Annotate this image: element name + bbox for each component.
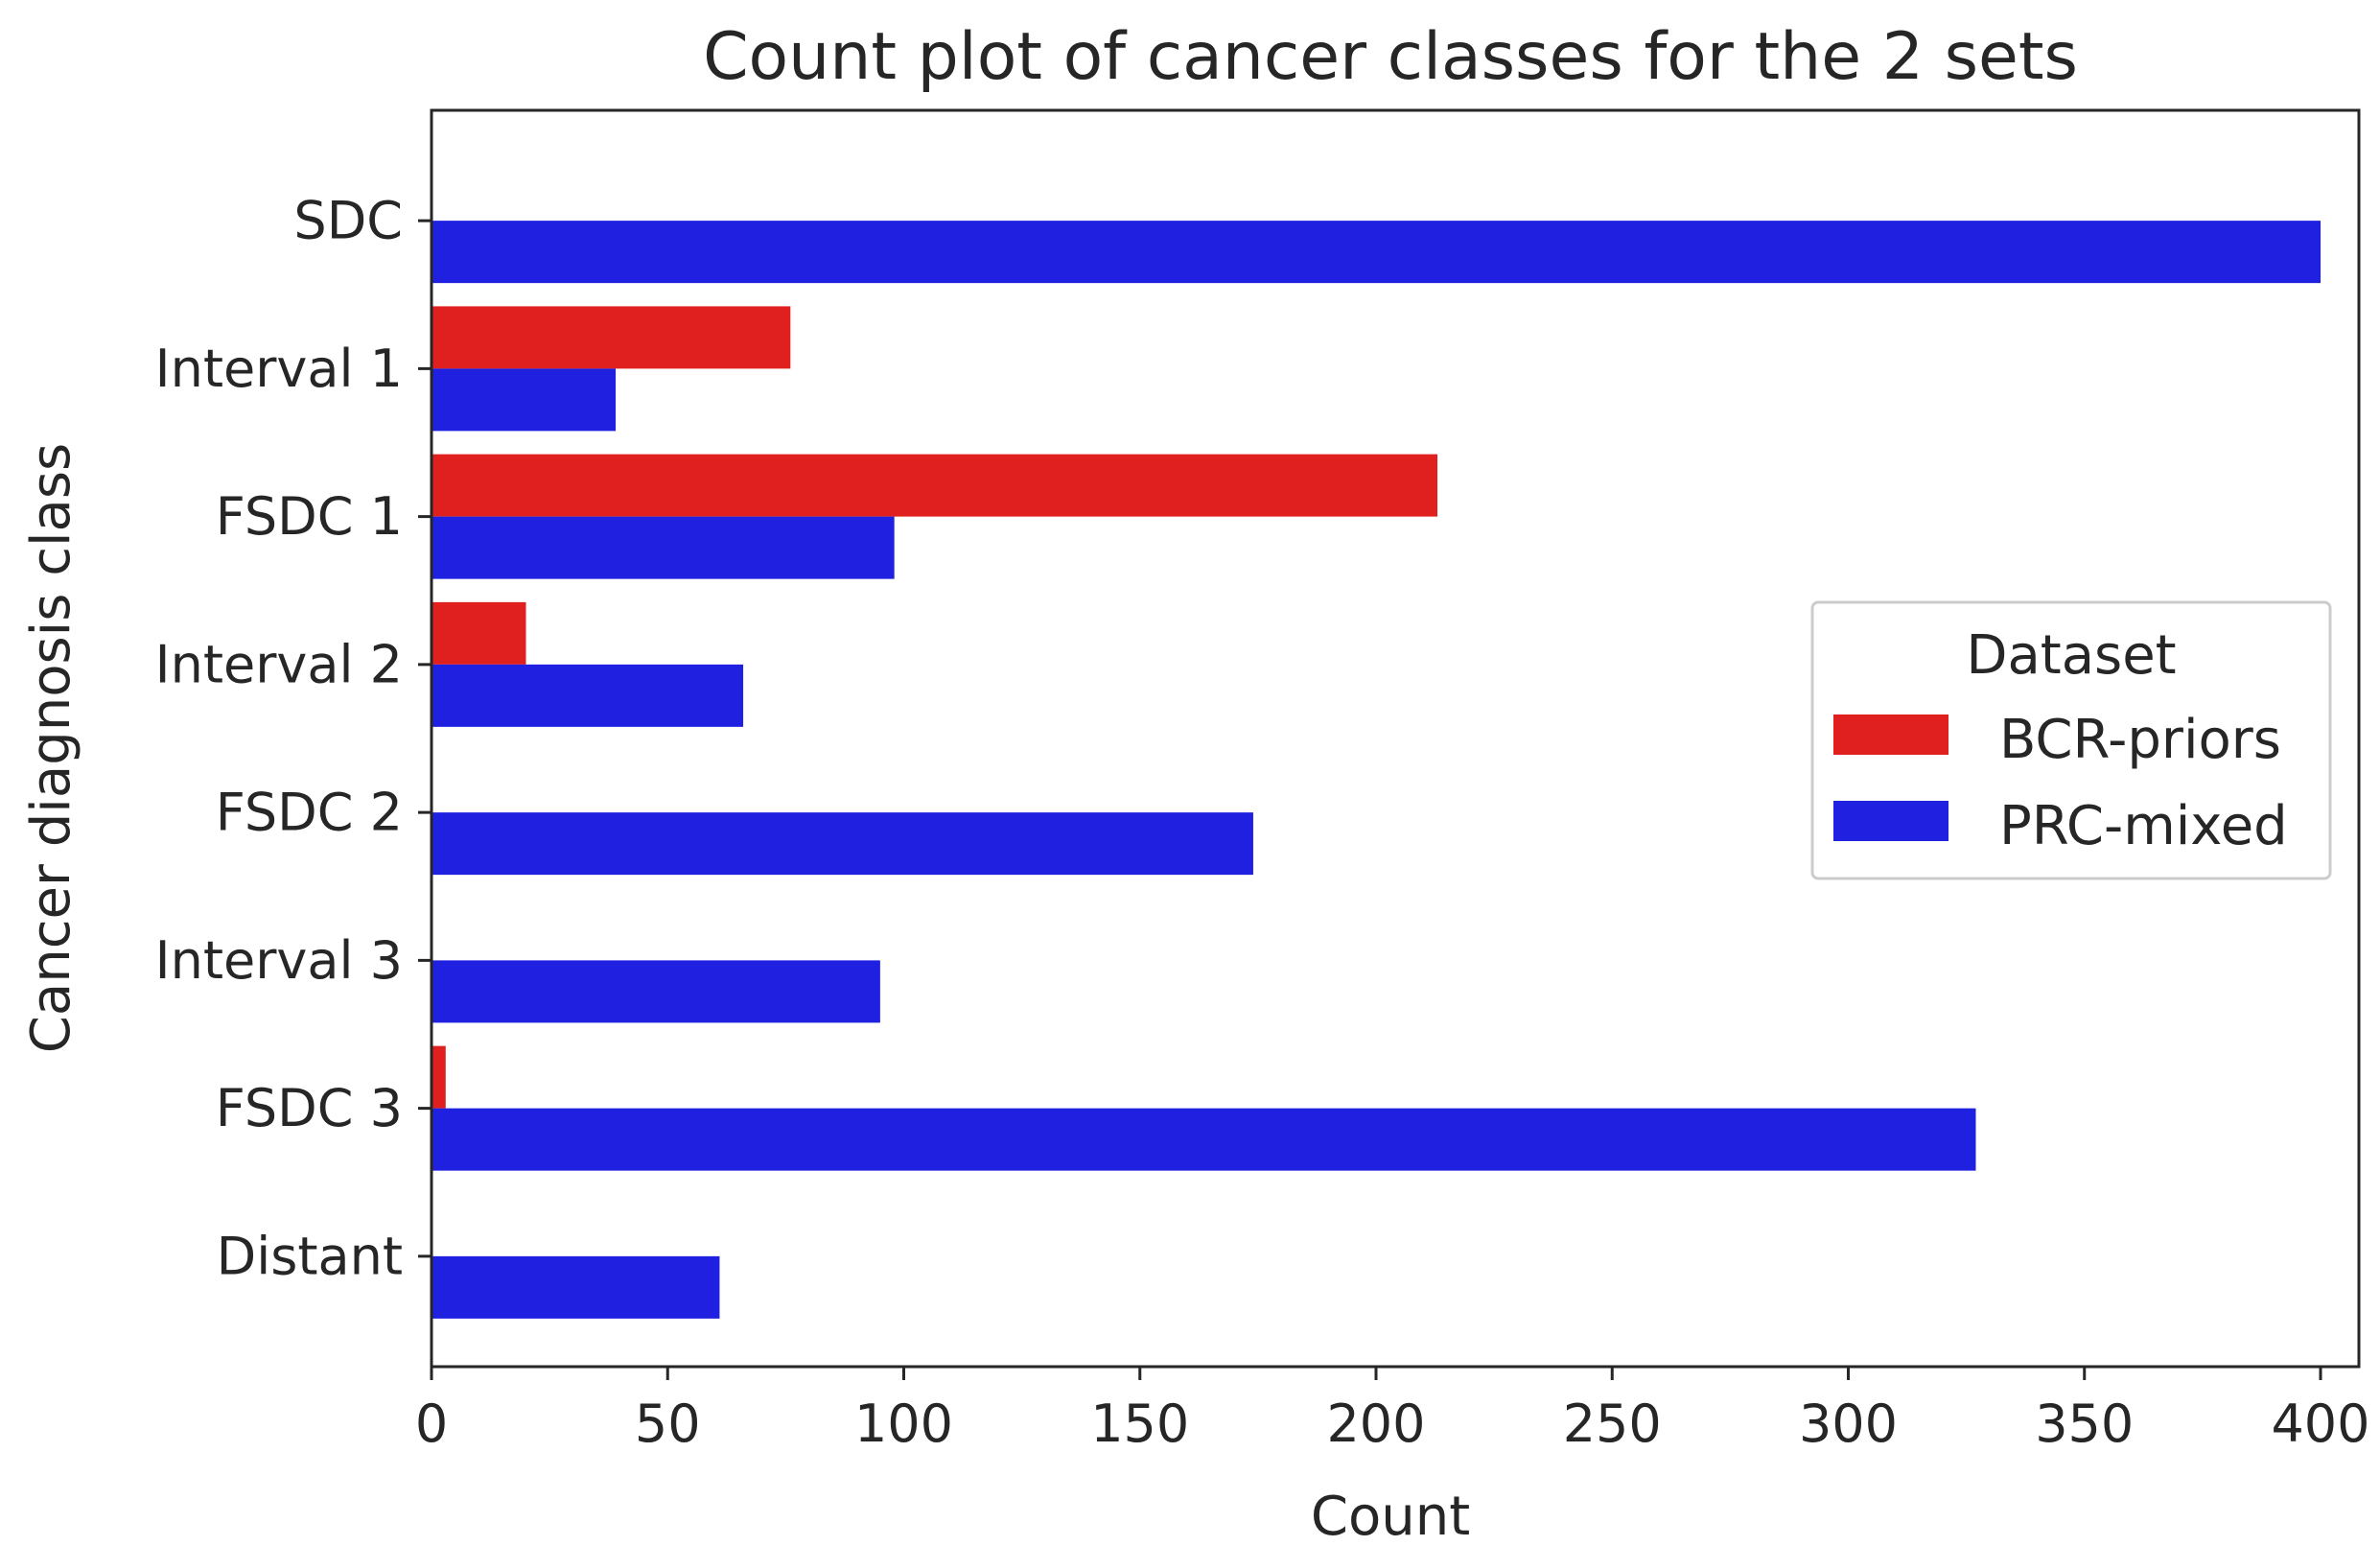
bar-prc-mixed-interval-3	[432, 960, 880, 1023]
bar-prc-mixed-interval-1	[432, 368, 617, 432]
legend-label-prc-mixed: PRC-mixed	[1999, 795, 2288, 857]
bar-prc-mixed-fsdc-1	[432, 516, 895, 579]
bar-bcr-priors-interval-1	[432, 306, 791, 369]
bar-prc-mixed-fsdc-2	[432, 812, 1253, 876]
y-tick-label-interval-2: Interval 2	[155, 634, 403, 694]
bar-prc-mixed-distant	[432, 1255, 720, 1319]
x-axis-ticks: 0 50 100 150 200 250 300 350 400	[415, 1367, 2370, 1454]
x-tick-label-50: 50	[635, 1394, 701, 1454]
y-axis-ticks: SDC Interval 1 FSDC 1 Interval 2 FSDC 2 Inter…	[155, 191, 432, 1286]
bar-prc-mixed-fsdc-3	[432, 1108, 1976, 1171]
legend-swatch-bcr-priors	[1833, 714, 1948, 755]
x-tick-label-200: 200	[1326, 1394, 1425, 1454]
x-tick-label-150: 150	[1090, 1394, 1189, 1454]
y-tick-label-interval-3: Interval 3	[155, 930, 403, 991]
x-tick-label-250: 250	[1563, 1394, 1662, 1454]
plot-area-frame	[430, 108, 2361, 1369]
x-tick-label-400: 400	[2271, 1394, 2369, 1454]
legend-swatch-prc-mixed	[1833, 801, 1948, 841]
legend: Dataset BCR-priors PRC-mixed	[1810, 600, 2332, 880]
y-tick-label-distant: Distant	[217, 1226, 403, 1286]
chart-title: Count plot of cancer classes for the 2 s…	[703, 19, 2078, 95]
x-axis-label: Count	[1311, 1486, 1470, 1546]
x-tick-label-100: 100	[854, 1394, 953, 1454]
y-axis-label: Cancer diagnosis class	[20, 443, 82, 1053]
x-tick-label-350: 350	[2035, 1394, 2134, 1454]
y-tick-label-fsdc-1: FSDC 1	[216, 486, 403, 547]
y-tick-label-fsdc-3: FSDC 3	[216, 1078, 403, 1138]
x-tick-label-300: 300	[1799, 1394, 1898, 1454]
y-tick-label-sdc: SDC	[293, 191, 403, 251]
bar-bcr-priors-interval-2	[432, 601, 526, 665]
bar-prc-mixed-interval-2	[432, 664, 744, 727]
bar-prc-mixed-sdc	[432, 221, 2321, 284]
y-tick-label-fsdc-2: FSDC 2	[216, 783, 403, 843]
legend-label-bcr-priors: BCR-priors	[1999, 709, 2281, 771]
y-tick-label-interval-1: Interval 1	[155, 339, 403, 399]
x-tick-label-0: 0	[415, 1394, 448, 1454]
legend-title: Dataset	[1966, 624, 2176, 687]
bars-layer	[432, 221, 2321, 1319]
bar-bcr-priors-fsdc-1	[432, 454, 1438, 517]
bar-bcr-priors-fsdc-3	[432, 1045, 446, 1109]
